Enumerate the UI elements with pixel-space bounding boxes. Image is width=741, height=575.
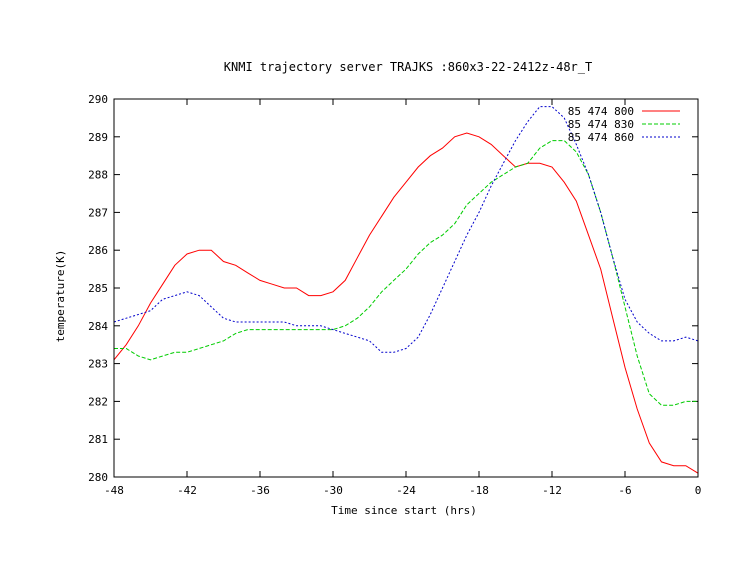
y-tick-label: 286 [88, 244, 108, 257]
y-axis-label: temperature(K) [54, 250, 67, 343]
series-line [113, 106, 699, 353]
y-tick-label: 289 [88, 131, 108, 144]
plot-frame [113, 98, 699, 478]
x-axis-label: Time since start (hrs) [331, 504, 477, 517]
y-tick-label: 284 [88, 320, 108, 333]
legend-label: 85 474 830 [568, 118, 634, 131]
legend-label: 85 474 860 [568, 131, 634, 144]
y-tick-label: 290 [88, 93, 108, 106]
y-tick-label: 288 [88, 169, 108, 182]
series-line [114, 140, 698, 406]
y-tick-label: 280 [88, 471, 108, 484]
x-tick-label: -18 [469, 484, 489, 497]
x-tick-label: -30 [323, 484, 343, 497]
x-tick-label: -42 [177, 484, 197, 497]
legend-label: 85 474 800 [568, 105, 634, 118]
y-tick-label: 282 [88, 395, 108, 408]
x-tick-label: -48 [104, 484, 124, 497]
y-tick-label: 283 [88, 358, 108, 371]
x-tick-label: -12 [542, 484, 562, 497]
plot-area: -48 -42 -36 -30 -24 -18 -12 -6 0 280 281 282 283 284 2… [88, 93, 701, 497]
x-tick-label: 0 [695, 484, 702, 497]
y-tick-label: 287 [88, 206, 108, 219]
x-tick-label: -24 [396, 484, 416, 497]
chart-title: KNMI trajectory server TRAJKS :860x3-22-… [224, 60, 592, 74]
y-tick-label: 281 [88, 433, 108, 446]
x-tick-label: -36 [250, 484, 270, 497]
x-tick-label: -6 [618, 484, 631, 497]
series-line [113, 132, 699, 474]
y-tick-label: 285 [88, 282, 108, 295]
